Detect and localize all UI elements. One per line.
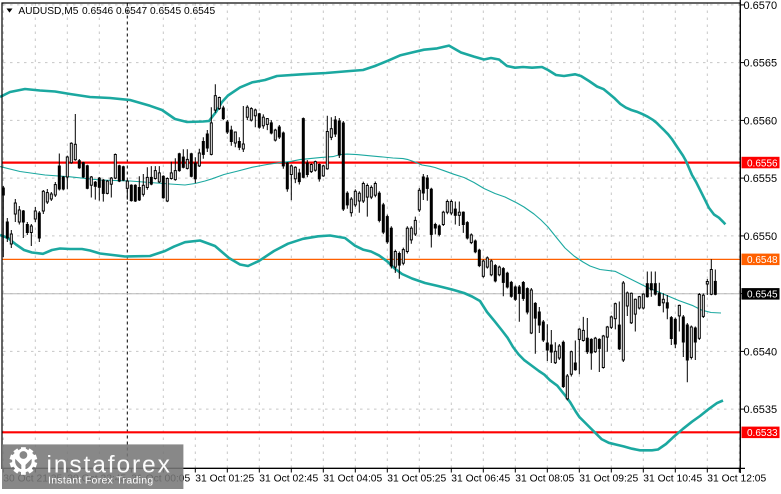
svg-text:31 Oct 04:05: 31 Oct 04:05: [323, 474, 382, 485]
svg-text:31 Oct 05:25: 31 Oct 05:25: [387, 474, 446, 485]
svg-text:0.6535: 0.6535: [744, 404, 778, 416]
svg-text:0.6546 0.6547 0.6545 0.6545: 0.6546 0.6547 0.6545 0.6545: [82, 6, 215, 17]
svg-text:31 Oct 12:05: 31 Oct 12:05: [707, 474, 766, 485]
svg-text:0.6555: 0.6555: [744, 173, 778, 185]
svg-text:0.6560: 0.6560: [744, 115, 778, 127]
svg-text:0.6556: 0.6556: [747, 158, 778, 169]
svg-text:instaforex: instaforex: [47, 452, 172, 479]
svg-text:31 Oct 10:45: 31 Oct 10:45: [643, 474, 702, 485]
svg-text:0.6565: 0.6565: [744, 58, 778, 70]
svg-text:Instant Forex Trading: Instant Forex Trading: [48, 475, 154, 487]
svg-text:0.6533: 0.6533: [747, 428, 778, 439]
svg-text:31 Oct 09:25: 31 Oct 09:25: [579, 474, 638, 485]
svg-text:0.6545: 0.6545: [747, 290, 778, 301]
svg-text:0.6570: 0.6570: [744, 0, 778, 12]
svg-text:0.6550: 0.6550: [744, 231, 778, 243]
svg-text:0.6540: 0.6540: [744, 346, 778, 358]
svg-text:31 Oct 08:05: 31 Oct 08:05: [515, 474, 574, 485]
svg-text:31 Oct 01:25: 31 Oct 01:25: [195, 474, 254, 485]
svg-text:31 Oct 02:45: 31 Oct 02:45: [259, 474, 318, 485]
svg-text:31 Oct 06:45: 31 Oct 06:45: [451, 474, 510, 485]
svg-text:AUDUSD,M5: AUDUSD,M5: [18, 6, 78, 17]
svg-text:0.6548: 0.6548: [747, 255, 778, 266]
